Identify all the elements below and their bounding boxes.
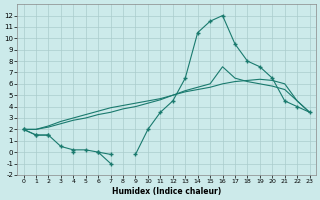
- X-axis label: Humidex (Indice chaleur): Humidex (Indice chaleur): [112, 187, 221, 196]
